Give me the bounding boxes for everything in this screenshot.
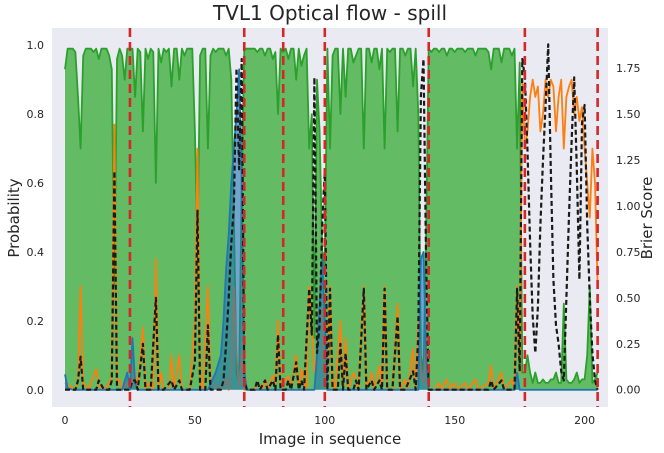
series-0-area [65,48,598,390]
y-tick-label-1: 0.2 [27,315,45,328]
y2-tick-label-0: 0.00 [616,384,641,397]
x-axis-label: Image in sequence [259,430,401,448]
y-tick-label-0: 0.0 [27,384,45,397]
series-0-line [64,47,599,384]
x-tick-label-2: 100 [314,414,335,427]
series-layer [64,43,599,391]
boundary-layer [128,28,599,407]
y2-tick-label-6: 1.50 [616,108,641,121]
x-tick-label-4: 200 [574,414,595,427]
y2-tick-label-3: 0.75 [616,246,641,259]
y-tick-label-5: 1.0 [27,39,45,52]
y2-tick-label-2: 0.50 [616,292,641,305]
y-tick-label-3: 0.6 [27,177,45,190]
y2-tick-label-7: 1.75 [616,62,641,75]
x-tick-label-1: 50 [188,414,202,427]
tick-layer: 0 50 100 150 200 0.0 0.2 0.4 0.6 0.8 1.0 0.00 0.25 0.… [27,39,641,427]
y2-tick-label-4: 1.00 [616,200,641,213]
x-tick-label-0: 0 [61,414,68,427]
series-3-line [65,43,599,391]
y-tick-label-2: 0.4 [27,246,45,259]
y-axis-label: Probability [5,178,23,257]
chart-title: TVL1 Optical flow - spill [212,1,447,25]
y2-tick-label-5: 1.25 [616,154,641,167]
y2-tick-label-1: 0.25 [616,338,641,351]
x-tick-label-3: 150 [444,414,465,427]
series-1-line [64,78,599,391]
y2-axis-label: Brier Score [638,177,656,260]
y-tick-label-4: 0.8 [27,108,45,121]
